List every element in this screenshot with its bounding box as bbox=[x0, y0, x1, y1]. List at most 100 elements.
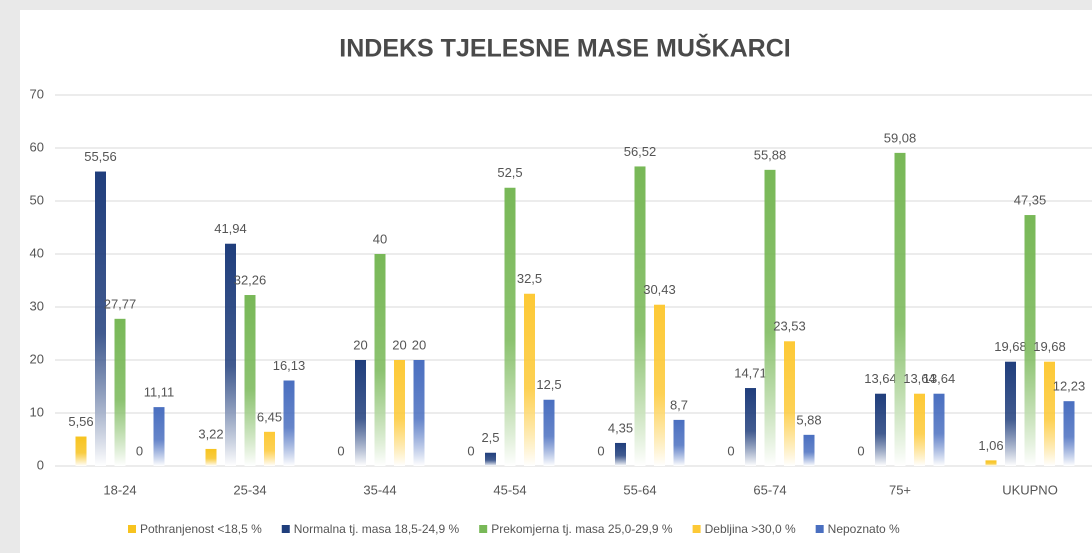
data-label: 0 bbox=[857, 443, 864, 458]
legend-swatch bbox=[479, 525, 488, 533]
bar bbox=[283, 380, 295, 466]
legend-label: Normalna tj. masa 18,5-24,9 % bbox=[294, 522, 460, 536]
y-tick-label: 20 bbox=[30, 351, 44, 366]
x-tick-label: 55-64 bbox=[623, 482, 656, 497]
legend-swatch bbox=[815, 525, 824, 533]
bar bbox=[673, 419, 685, 466]
data-label: 0 bbox=[467, 443, 474, 458]
data-label: 32,5 bbox=[517, 271, 542, 286]
data-label: 19,68 bbox=[994, 339, 1027, 354]
bar bbox=[225, 243, 236, 466]
bar bbox=[394, 360, 405, 466]
y-tick-label: 50 bbox=[30, 192, 44, 207]
data-label: 52,5 bbox=[497, 165, 522, 180]
legend-swatch bbox=[281, 525, 290, 533]
data-label: 12,5 bbox=[536, 377, 561, 392]
bar bbox=[1005, 361, 1016, 466]
bar bbox=[153, 407, 165, 466]
data-label: 59,08 bbox=[884, 130, 917, 145]
data-label: 27,77 bbox=[104, 296, 137, 311]
bar bbox=[114, 318, 126, 466]
bar bbox=[524, 293, 535, 466]
data-label: 55,88 bbox=[754, 147, 787, 162]
bar bbox=[355, 360, 366, 466]
bar bbox=[1044, 361, 1055, 466]
x-tick-label: 65-74 bbox=[753, 482, 786, 497]
bar bbox=[914, 393, 925, 466]
y-tick-label: 0 bbox=[37, 457, 44, 472]
data-label: 30,43 bbox=[643, 282, 676, 297]
y-tick-label: 10 bbox=[30, 404, 44, 419]
data-label: 0 bbox=[337, 443, 344, 458]
bar bbox=[413, 360, 425, 466]
data-label: 20 bbox=[353, 337, 367, 352]
data-label: 3,22 bbox=[198, 426, 223, 441]
data-label: 4,35 bbox=[608, 420, 633, 435]
data-label: 11,11 bbox=[144, 385, 175, 400]
chart-title: INDEKS TJELESNE MASE MUŠKARCI bbox=[339, 33, 790, 63]
bar bbox=[95, 171, 106, 467]
data-label: 56,52 bbox=[624, 144, 657, 159]
legend-label: Nepoznato % bbox=[828, 522, 900, 536]
bar bbox=[764, 169, 776, 466]
data-label: 47,35 bbox=[1014, 192, 1047, 207]
bar bbox=[615, 442, 626, 466]
data-label: 13,64 bbox=[923, 371, 956, 386]
data-label: 14,71 bbox=[734, 365, 767, 380]
data-label: 23,53 bbox=[773, 319, 806, 334]
bar bbox=[75, 436, 87, 466]
bar bbox=[654, 304, 665, 466]
data-label: 0 bbox=[727, 443, 734, 458]
data-label: 8,7 bbox=[670, 397, 688, 412]
data-label: 13,64 bbox=[903, 371, 936, 386]
x-tick-label: 45-54 bbox=[493, 482, 526, 497]
x-tick-label: 18-24 bbox=[103, 482, 136, 497]
data-label: 16,13 bbox=[273, 358, 306, 373]
data-label: 5,56 bbox=[68, 414, 93, 429]
data-label: 2,5 bbox=[481, 430, 499, 445]
data-label: 20 bbox=[392, 337, 406, 352]
bar bbox=[374, 254, 386, 466]
bar bbox=[933, 393, 945, 466]
data-label: 0 bbox=[597, 443, 604, 458]
bar bbox=[543, 399, 555, 466]
data-label: 1,06 bbox=[978, 438, 1003, 453]
bar bbox=[985, 460, 997, 466]
data-label: 5,88 bbox=[796, 412, 821, 427]
bar bbox=[634, 166, 646, 466]
bar bbox=[784, 341, 795, 466]
x-tick-label: 75+ bbox=[889, 482, 911, 497]
x-tick-label: 35-44 bbox=[363, 482, 396, 497]
bar bbox=[485, 452, 496, 466]
data-label: 41,94 bbox=[214, 221, 247, 236]
bar bbox=[504, 187, 516, 466]
x-tick-label: 25-34 bbox=[233, 482, 266, 497]
data-label: 20 bbox=[412, 337, 426, 352]
data-label: 32,26 bbox=[234, 272, 267, 287]
y-tick-label: 70 bbox=[30, 86, 44, 101]
data-label: 0 bbox=[136, 443, 143, 458]
bar bbox=[875, 393, 886, 466]
bar bbox=[244, 295, 256, 466]
bar bbox=[264, 431, 275, 466]
bar bbox=[1063, 401, 1075, 466]
x-tick-label: UKUPNO bbox=[1002, 482, 1058, 497]
bar bbox=[1024, 215, 1036, 466]
chart-card bbox=[20, 10, 1092, 553]
data-label: 55,56 bbox=[84, 149, 117, 164]
bar bbox=[894, 152, 906, 466]
bar bbox=[745, 388, 756, 466]
data-label: 40 bbox=[373, 231, 387, 246]
data-label: 13,64 bbox=[864, 371, 897, 386]
data-label: 19,68 bbox=[1033, 339, 1066, 354]
y-tick-label: 60 bbox=[30, 139, 44, 154]
legend-label: Pothranjenost <18,5 % bbox=[140, 522, 262, 536]
legend-swatch bbox=[128, 525, 136, 533]
y-tick-label: 30 bbox=[30, 298, 44, 313]
legend-swatch bbox=[692, 525, 701, 533]
data-label: 6,45 bbox=[257, 409, 282, 424]
bar bbox=[803, 434, 815, 466]
bar bbox=[205, 448, 217, 466]
legend-label: Debljina >30,0 % bbox=[705, 522, 796, 536]
